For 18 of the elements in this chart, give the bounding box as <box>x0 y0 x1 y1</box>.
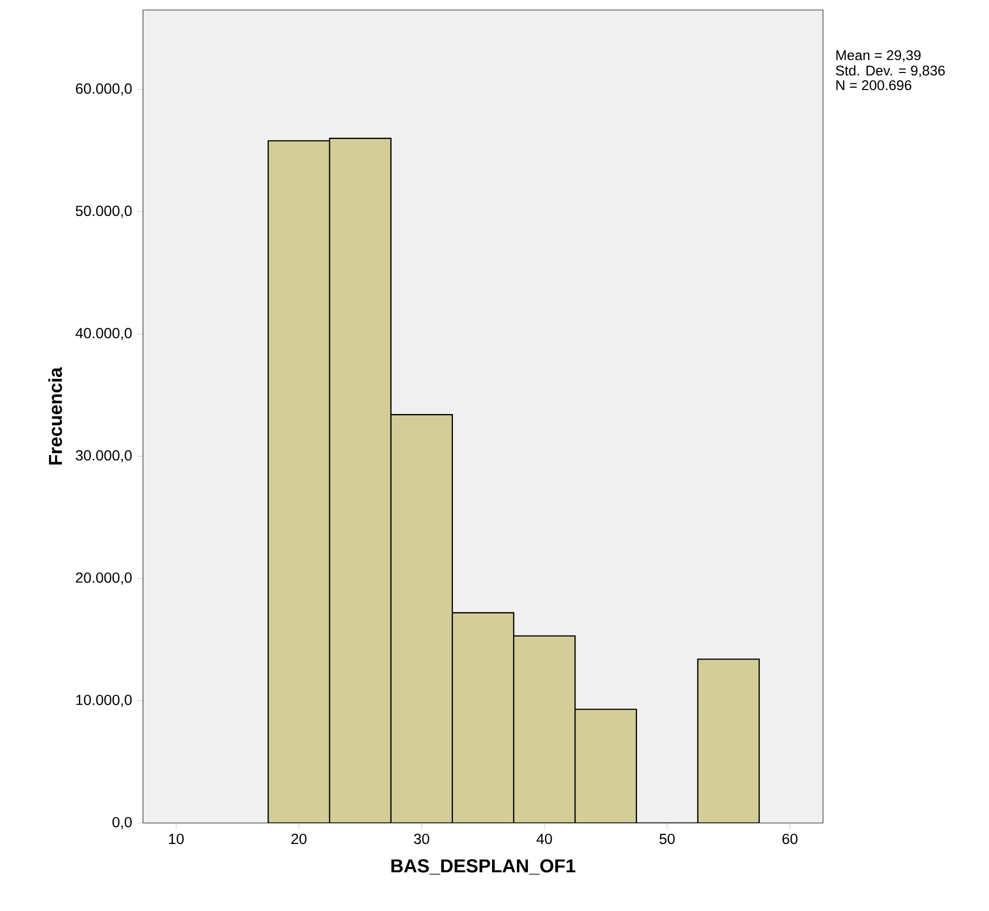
y-tick-label: 20.000,0 <box>76 572 132 585</box>
y-tick-label: 10.000,0 <box>76 694 132 707</box>
x-tick-label: 40 <box>536 834 552 844</box>
y-tick-label: 50.000,0 <box>76 206 132 218</box>
y-tick-label: 60.000,0 <box>76 83 132 96</box>
x-tick-label: 60 <box>782 834 798 844</box>
y-tick-label: 40.000,0 <box>76 328 132 340</box>
x-tick-label: 50 <box>660 834 675 844</box>
text: Std. Dev. = 9,836 <box>836 65 945 78</box>
text: Mean = 29,39 <box>836 50 921 62</box>
y-tick-label: 30.000,0 <box>76 450 132 462</box>
text: N = 200.696 <box>836 80 912 90</box>
x-tick-label: 10 <box>169 834 184 844</box>
x-tick-label: 30 <box>414 834 430 844</box>
x-tick-label: 20 <box>291 834 306 844</box>
x-axis-title: BAS_DESPLAN_OF1 <box>391 859 576 875</box>
y-tick-label: 0,0 <box>112 816 132 830</box>
y-axis-title: Frecuencia <box>48 367 62 465</box>
